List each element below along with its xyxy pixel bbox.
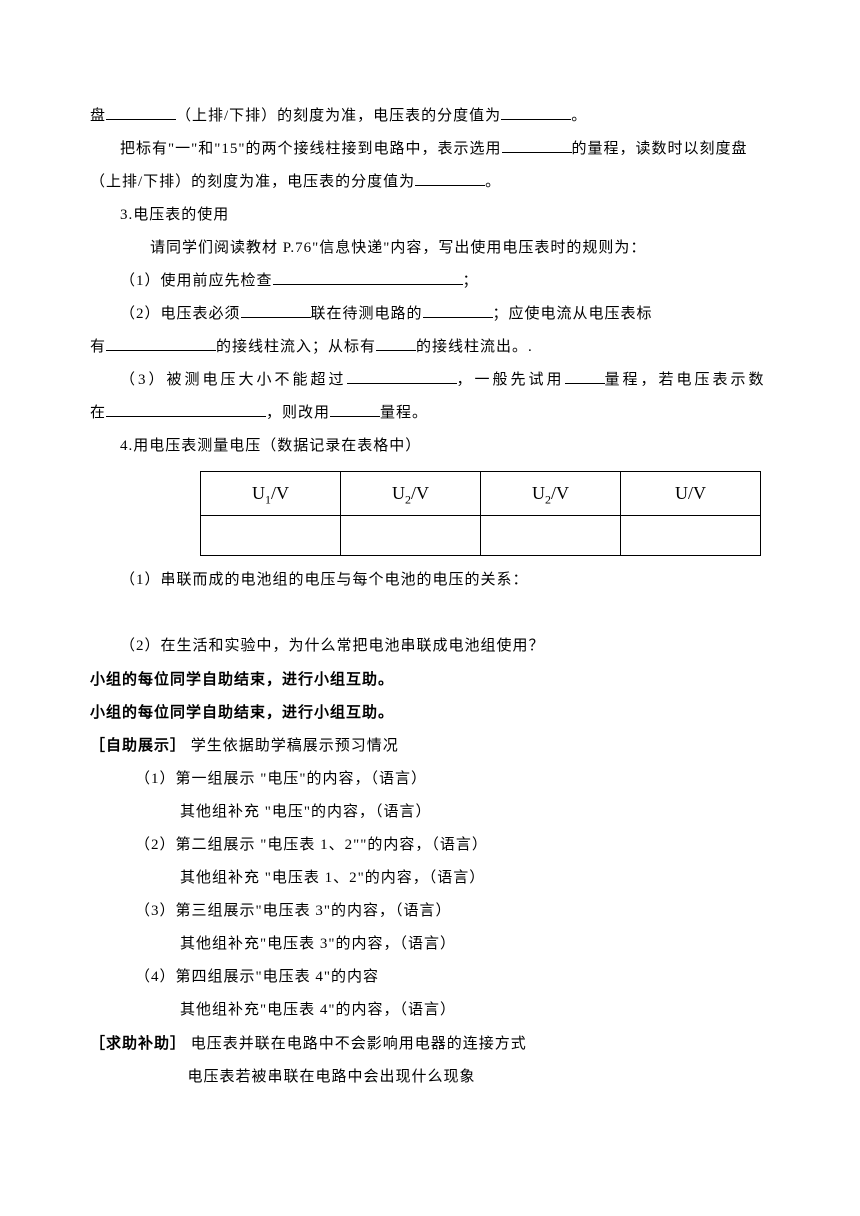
section-text: 电压表并联在电路中不会影响用电器的连接方式 (191, 1036, 527, 1052)
section-heading: 3.电压表的使用 (90, 199, 770, 232)
blank (106, 402, 266, 417)
text-line: 把标有"一"和"15"的两个接线柱接到电路中，表示选用的量程，读数时以刻度盘 (90, 133, 770, 166)
rule-line: 在，则改用量程。 (90, 397, 770, 430)
question-line: （2）在生活和实验中，为什么常把电池串联成电池组使用？ (90, 630, 770, 663)
blank (565, 369, 605, 384)
rule-line: （3）被测电压大小不能超过，一般先试用量程，若电压表示数 (90, 364, 770, 397)
section-text: 学生依据助学稿展示预习情况 (191, 738, 399, 754)
blank (273, 270, 463, 285)
table-header-row: U1/V U2/V U2/V U/V (201, 472, 761, 516)
table-cell (621, 516, 761, 556)
blank (423, 303, 493, 318)
blank (376, 336, 416, 351)
table-cell (481, 516, 621, 556)
group-line: （4）第四组展示"电压表 4"的内容 (90, 961, 770, 994)
blank (106, 105, 176, 120)
blank (330, 402, 380, 417)
table-header: U2/V (341, 472, 481, 516)
group-line: （3）第三组展示"电压表 3"的内容，（语言） (90, 895, 770, 928)
group-line: （1）第一组展示 "电压"的内容，（语言） (90, 763, 770, 796)
group-line: 其他组补充"电压表 3"的内容，（语言） (90, 928, 770, 961)
section-line: ［求助补助］ 电压表并联在电路中不会影响用电器的连接方式 (90, 1027, 770, 1061)
section-tag: ［自助展示］ (90, 737, 186, 754)
group-line: 其他组补充 "电压表 1、2"的内容，（语言） (90, 862, 770, 895)
rule-line: 有的接线柱流入；从标有的接线柱流出。. (90, 331, 770, 364)
table-cell (201, 516, 341, 556)
text-line: （上排/下排）的刻度为准，电压表的分度值为。 (90, 166, 770, 199)
text-line: 电压表若被串联在电路中会出现什么现象 (90, 1061, 770, 1094)
blank (502, 138, 572, 153)
text-line: 请同学们阅读教材 P.76"信息快递"内容，写出使用电压表时的规则为： (90, 232, 770, 265)
blank (106, 336, 216, 351)
table-cell (341, 516, 481, 556)
rule-line: （2）电压表必须联在待测电路的；应使电流从电压表标 (90, 298, 770, 331)
group-line: 其他组补充 "电压"的内容，（语言） (90, 796, 770, 829)
rule-line: （1）使用前应先检查； (90, 265, 770, 298)
blank (241, 303, 311, 318)
blank (347, 369, 457, 384)
question-line: （1）串联而成的电池组的电压与每个电池的电压的关系： (90, 564, 770, 597)
group-line: （2）第二组展示 "电压表 1、2""的内容，（语言） (90, 829, 770, 862)
table-header: U1/V (201, 472, 341, 516)
section-line: ［自助展示］ 学生依据助学稿展示预习情况 (90, 729, 770, 763)
group-line: 其他组补充"电压表 4"的内容，（语言） (90, 994, 770, 1027)
blank (501, 105, 571, 120)
section-heading: 4.用电压表测量电压（数据记录在表格中） (90, 430, 770, 463)
bold-text: 小组的每位同学自助结束，进行小组互助。 (90, 696, 770, 729)
bold-text: 小组的每位同学自助结束，进行小组互助。 (90, 663, 770, 696)
table-header: U2/V (481, 472, 621, 516)
section-tag: ［求助补助］ (90, 1035, 186, 1052)
table-row (201, 516, 761, 556)
data-table: U1/V U2/V U2/V U/V (200, 471, 761, 556)
blank (415, 171, 485, 186)
table-header: U/V (621, 472, 761, 516)
text-line: 盘（上排/下排）的刻度为准，电压表的分度值为。 (90, 100, 770, 133)
